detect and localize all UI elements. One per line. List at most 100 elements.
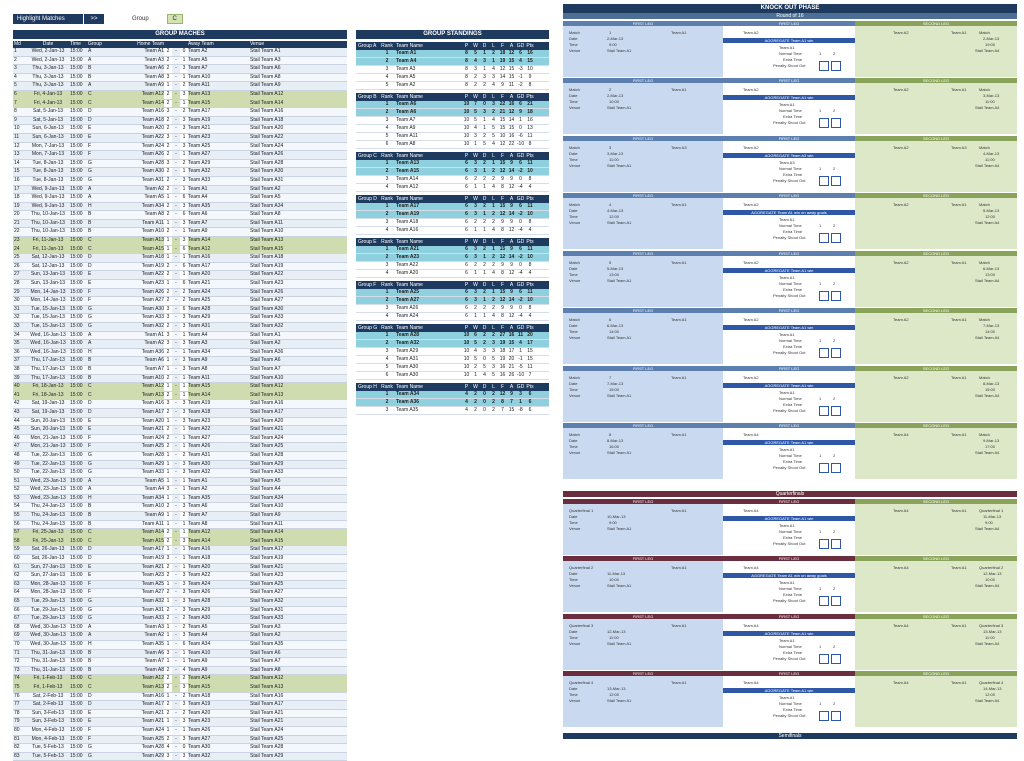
penalty-box-2[interactable] (831, 405, 841, 416)
away-score-input[interactable]: 2 (180, 709, 188, 718)
home-score-input[interactable]: 2 (164, 408, 172, 417)
away-score-input[interactable]: 1 (180, 391, 188, 400)
away-score-input[interactable]: 1 (180, 546, 188, 555)
penalty-box-1[interactable] (819, 175, 829, 186)
match-row[interactable]: 12 Mon, 7-Jan-13 15:00 F Team A24 2-3 Team A25… (13, 142, 347, 152)
home-score-input[interactable]: 1 (164, 726, 172, 735)
penalty-box-2[interactable] (831, 60, 841, 71)
match-row[interactable]: 32 Tue, 15-Jan-13 15:00 G Team A33 3-3 Team A2… (13, 314, 347, 323)
match-row[interactable]: 83 Tue, 5-Feb-13 15:00 G Team A29 3-3 Team A32… (13, 752, 347, 761)
away-score-input[interactable]: 1 (180, 529, 188, 537)
away-score-input[interactable]: 6 (180, 305, 188, 314)
penalty-box-2[interactable] (831, 463, 841, 473)
penalty-box-1[interactable] (819, 405, 829, 416)
match-row[interactable]: 41 Fri, 18-Jan-13 15:00 C Team A13 2-1 Team A1… (13, 391, 347, 401)
home-score-input[interactable]: 1 (164, 365, 172, 374)
away-score-input[interactable]: 3 (180, 606, 188, 615)
match-row[interactable]: 10 Sun, 6-Jan-13 15:00 E Team A20 2-3 Team A21… (13, 125, 347, 134)
home-score-input[interactable]: 1 (164, 494, 172, 503)
away-score-input[interactable]: 1 (180, 99, 188, 108)
away-score-input[interactable]: 1 (180, 271, 188, 280)
away-score-input[interactable]: 3 (180, 340, 188, 348)
away-score-input[interactable]: 2 (180, 108, 188, 116)
match-row[interactable]: 42 Sat, 19-Jan-13 15:00 D Team A16 3-3 Team A1… (13, 400, 347, 409)
home-score-input[interactable]: 2 (164, 606, 172, 615)
match-row[interactable]: 36 Wed, 16-Jan-13 15:00 H Team A36 2-1 Team A3… (13, 348, 347, 358)
match-row[interactable]: 70 Wed, 30-Jan-13 15:00 H Team A35 1-6 Team A3… (13, 640, 347, 650)
match-row[interactable]: 67 Tue, 29-Jan-13 15:00 G Team A33 2-2 Team A3… (13, 615, 347, 624)
penalty-box-1[interactable] (819, 538, 829, 549)
match-row[interactable]: 69 Wed, 30-Jan-13 15:00 A Team A2 1-3 Team A4 S… (13, 632, 347, 641)
home-score-input[interactable]: 2 (164, 589, 172, 597)
away-score-input[interactable]: 3 (180, 116, 188, 125)
away-score-input[interactable]: 3 (180, 314, 188, 322)
away-score-input[interactable]: 4 (180, 666, 188, 675)
home-score-input[interactable]: 2 (164, 202, 172, 211)
away-score-input[interactable]: 3 (180, 598, 188, 606)
match-row[interactable]: 81 Mon, 4-Feb-13 15:00 F Team A25 2-3 Team A27… (13, 735, 347, 745)
match-row[interactable]: 5 Thu, 3-Jan-13 15:00 A Team A9 1-2 Team A11 St… (13, 82, 347, 91)
away-score-input[interactable]: 3 (180, 572, 188, 580)
home-score-input[interactable]: 2 (164, 529, 172, 537)
away-score-input[interactable]: 1 (180, 443, 188, 451)
away-score-input[interactable]: 1 (180, 228, 188, 237)
match-row[interactable]: 61 Sun, 27-Jan-13 15:00 E Team A21 2-1 Team A2… (13, 563, 347, 573)
penalty-box-1[interactable] (819, 463, 829, 473)
away-score-input[interactable]: 3 (180, 503, 188, 512)
match-row[interactable]: 52 Wed, 23-Jan-13 15:00 A Team A4 3-1 Team A2 S… (13, 486, 347, 495)
home-score-input[interactable]: 2 (164, 211, 172, 219)
home-score-input[interactable]: 1 (164, 451, 172, 460)
away-score-input[interactable]: 1 (180, 726, 188, 735)
home-score-input[interactable]: 2 (164, 615, 172, 623)
away-score-input[interactable]: 2 (180, 297, 188, 305)
away-score-input[interactable]: 0 (180, 744, 188, 752)
home-score-input[interactable]: 2 (164, 434, 172, 443)
penalty-box-1[interactable] (819, 653, 829, 664)
home-score-input[interactable]: 1 (164, 580, 172, 589)
home-score-input[interactable]: 2 (164, 709, 172, 718)
match-row[interactable]: 75 Fri, 1-Feb-13 15:00 C Team A13 2-3 Team A15… (13, 683, 347, 693)
away-score-input[interactable]: 1 (180, 649, 188, 658)
match-row[interactable]: 25 Sat, 12-Jan-13 15:00 D Team A18 1-1 Team A1… (13, 254, 347, 263)
away-score-input[interactable]: 1 (180, 494, 188, 503)
home-score-input[interactable]: 2 (164, 116, 172, 125)
match-row[interactable]: 1 Wed, 2-Jan-13 15:00 A Team A1 2-0 Team A2 Sta… (13, 48, 347, 57)
away-score-input[interactable]: 1 (180, 563, 188, 572)
match-row[interactable]: 54 Thu, 24-Jan-13 15:00 B Team A10 2-3 Team A6… (13, 503, 347, 513)
penalty-box-1[interactable] (819, 348, 829, 358)
away-score-input[interactable]: 1 (180, 555, 188, 563)
home-score-input[interactable]: 1 (164, 82, 172, 90)
match-row[interactable]: 4 Thu, 3-Jan-13 15:00 B Team A8 3-1 Team A10 St… (13, 73, 347, 83)
away-score-input[interactable]: 1 (180, 254, 188, 262)
home-score-input[interactable]: 2 (164, 151, 172, 159)
home-score-input[interactable]: 1 (164, 632, 172, 640)
away-score-input[interactable]: 3 (180, 202, 188, 211)
home-score-input[interactable]: 2 (164, 675, 172, 683)
away-score-input[interactable]: 3 (180, 580, 188, 589)
penalty-box-1[interactable] (819, 60, 829, 71)
away-score-input[interactable]: 2 (180, 82, 188, 90)
home-score-input[interactable]: 2 (164, 701, 172, 709)
home-score-input[interactable]: 2 (164, 48, 172, 56)
home-score-input[interactable]: 3 (164, 331, 172, 340)
home-score-input[interactable]: 2 (164, 572, 172, 580)
match-row[interactable]: 35 Wed, 16-Jan-13 15:00 A Team A2 3-3 Team A3 S… (13, 340, 347, 349)
away-score-input[interactable]: 3 (180, 237, 188, 245)
match-row[interactable]: 62 Sun, 27-Jan-13 15:00 E Team A23 2-3 Team A2… (13, 572, 347, 581)
match-row[interactable]: 14 Tue, 8-Jan-13 15:00 G Team A28 3-2 Team A29… (13, 159, 347, 169)
away-score-input[interactable]: 3 (180, 632, 188, 640)
away-score-input[interactable]: 3 (180, 357, 188, 365)
home-score-input[interactable]: 3 (164, 752, 172, 761)
home-score-input[interactable]: 2 (164, 271, 172, 280)
highlight-matches-button[interactable]: Highlight Matches (13, 14, 83, 24)
match-row[interactable]: 60 Sat, 26-Jan-13 15:00 D Team A19 3-1 Team A1… (13, 555, 347, 564)
match-row[interactable]: 13 Mon, 7-Jan-13 15:00 F Team A26 2-1 Team A27… (13, 151, 347, 160)
home-score-input[interactable]: 3 (164, 159, 172, 168)
home-score-input[interactable]: 3 (164, 305, 172, 314)
home-score-input[interactable]: 2 (164, 125, 172, 133)
home-score-input[interactable]: 1 (164, 718, 172, 726)
home-score-input[interactable]: 2 (164, 288, 172, 297)
home-score-input[interactable]: 3 (164, 486, 172, 494)
match-row[interactable]: 7 Fri, 4-Jan-13 15:00 C Team A14 2-1 Team A15 S… (13, 99, 347, 109)
away-score-input[interactable]: 1 (180, 383, 188, 391)
